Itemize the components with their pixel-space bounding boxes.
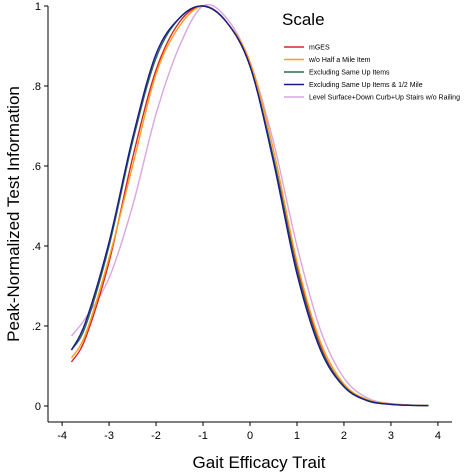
legend: Scale mGES w/o Half a Mile Item Excluding … [282,10,460,102]
x-tick-label: -4 [57,430,67,442]
y-tick-label: .4 [32,241,41,253]
x-tick-label: -1 [198,430,208,442]
x-tick-label: 3 [388,430,394,442]
tick-marks: -4 -3 -2 -1 0 1 2 3 4 0 .2 .4 .6 .8 1 [32,1,441,442]
legend-label: mGES [309,45,330,52]
x-tick-label: 4 [435,430,441,442]
legend-label: Excluding Same Up Items [309,70,390,77]
legend-label: w/o Half a Mile Item [308,57,371,64]
x-tick-label: 0 [247,430,253,442]
y-tick-label: .6 [32,161,41,173]
legend-label: Excluding Same Up Items & 1/2 Mile [309,82,423,89]
x-tick-label: 1 [294,430,300,442]
y-tick-label: .8 [32,81,41,93]
y-tick-label: 0 [35,401,41,413]
legend-title: Scale [282,10,325,29]
x-tick-label: 2 [341,430,347,442]
x-tick-label: -2 [151,430,161,442]
y-axis-title: Peak-Normalized Test Information [4,86,23,342]
x-axis-title: Gait Efficacy Trait [193,453,326,472]
series-line-4 [70,5,429,407]
series-lines [70,3,429,407]
series-line-2 [70,5,429,407]
x-tick-label: -3 [104,430,114,442]
plot-axes [47,6,452,423]
y-tick-label: .2 [32,321,41,333]
y-tick-label: 1 [35,1,41,13]
legend-label: Level Surface+Down Curb+Up Stairs w/o Ra… [309,95,460,102]
